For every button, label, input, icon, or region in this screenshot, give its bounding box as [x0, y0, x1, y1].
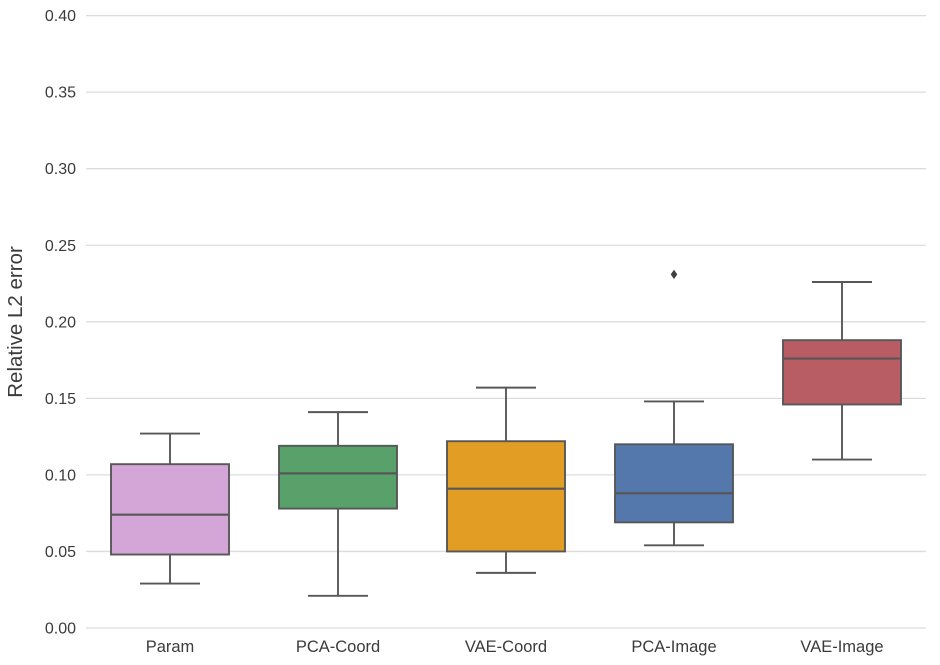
- boxplot-group-pca-image: [614, 269, 734, 547]
- x-tick-label-param: Param: [146, 638, 195, 656]
- y-tick-labels: 0.00 0.05 0.10 0.15 0.20 0.25 0.30 0.35 0.40: [45, 8, 76, 637]
- y-tick-label-0-25: 0.25: [45, 238, 76, 255]
- y-tick-label-0-30: 0.30: [45, 161, 76, 178]
- boxplot-group-vae-image: [782, 281, 902, 461]
- y-tick-label-0-35: 0.35: [45, 85, 76, 102]
- y-axis-label: Relative L2 error: [4, 246, 27, 398]
- y-tick-label-0-15: 0.15: [45, 391, 76, 408]
- box-pca-coord: [278, 444, 398, 510]
- box-vae-coord: [446, 440, 566, 553]
- outlier-pca-image-0: [670, 269, 678, 279]
- y-tick-label-0-40: 0.40: [45, 8, 76, 25]
- boxplot-group-vae-coord: [446, 386, 566, 574]
- y-tick-label-0-00: 0.00: [45, 621, 76, 638]
- boxplot-group-pca-coord: [278, 411, 398, 597]
- boxplot-group-param: [110, 432, 230, 585]
- x-tick-label-pca-image: PCA-Image: [631, 638, 716, 656]
- box-pca-image: [614, 443, 734, 524]
- x-tick-label-vae-image: VAE-Image: [800, 638, 883, 656]
- box-vae-image: [782, 339, 902, 406]
- y-tick-label-0-10: 0.10: [45, 467, 76, 484]
- x-tick-label-pca-coord: PCA-Coord: [296, 638, 380, 656]
- y-tick-label-0-05: 0.05: [45, 544, 76, 561]
- x-tick-label-vae-coord: VAE-Coord: [465, 638, 547, 656]
- box-layer: [110, 269, 902, 597]
- y-tick-label-0-20: 0.20: [45, 314, 76, 331]
- x-tick-labels: Param PCA-Coord VAE-Coord PCA-Image VAE-Imag…: [146, 638, 884, 656]
- box-param: [110, 463, 230, 556]
